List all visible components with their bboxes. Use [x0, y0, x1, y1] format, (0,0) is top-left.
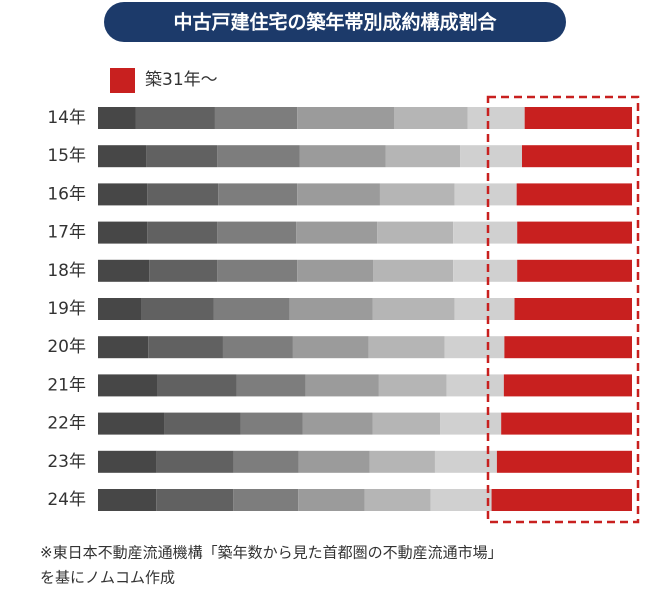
bar-segment — [222, 336, 293, 359]
y-tick-label: 17年 — [47, 223, 86, 243]
bar-segment — [297, 107, 395, 129]
y-tick-label: 21年 — [47, 375, 86, 395]
y-tick-label: 18年 — [47, 261, 86, 281]
bar-segment — [385, 145, 461, 168]
bar-segment — [454, 298, 515, 320]
bar-segment — [467, 107, 525, 129]
source-note: を基にノムコム作成 — [40, 569, 175, 587]
bar-segment — [496, 450, 632, 473]
bar-segment — [233, 450, 299, 473]
bar-segment — [298, 450, 370, 473]
bar-segment — [299, 145, 386, 168]
bar-segment — [156, 450, 234, 473]
bar-segment — [372, 412, 441, 435]
bar-segment — [453, 259, 518, 282]
bar-segment — [292, 336, 369, 359]
bar-segment — [217, 145, 300, 168]
bar-segment — [164, 412, 241, 435]
bar-segment — [440, 412, 502, 435]
bar-segment — [379, 183, 455, 206]
bar-segment — [214, 107, 298, 129]
bar-segment — [98, 107, 136, 129]
bar-segment — [297, 183, 380, 206]
bar-segment — [217, 221, 297, 244]
bar-segment — [394, 107, 468, 129]
bar-segment — [98, 374, 158, 397]
bar-segment — [98, 412, 165, 435]
bar-segment — [454, 183, 517, 206]
bar-segment — [444, 336, 505, 359]
y-tick-label: 19年 — [47, 299, 86, 319]
legend-swatch — [110, 68, 135, 93]
bar-segment — [521, 145, 632, 168]
bar-segment — [430, 489, 492, 511]
y-tick-label: 16年 — [47, 184, 86, 204]
bar-segment — [98, 221, 148, 244]
bar-segment — [377, 221, 454, 244]
bar-segment — [98, 145, 147, 168]
bar-segment — [517, 221, 632, 244]
bar-segment — [302, 412, 373, 435]
bar-segment — [156, 489, 234, 511]
bar-segment — [147, 183, 219, 206]
bar-segment — [368, 336, 445, 359]
bar-segment — [364, 489, 431, 511]
bar-segment — [453, 221, 518, 244]
bar-segment — [236, 374, 306, 397]
bar-segment — [378, 374, 447, 397]
bar-segment — [296, 221, 378, 244]
y-tick-label: 20年 — [47, 337, 86, 357]
bar-segment — [98, 450, 157, 473]
chart-title: 中古戸建住宅の築年帯別成約構成割合 — [173, 11, 497, 34]
bar-segment — [148, 336, 223, 359]
bar-segment — [434, 450, 497, 473]
bar-segment — [98, 259, 150, 282]
bar-segment — [149, 259, 218, 282]
bar-segment — [501, 412, 632, 435]
bar-segment — [98, 183, 148, 206]
bar-segment — [516, 183, 632, 206]
bar-segment — [98, 298, 142, 320]
bar-segment — [218, 183, 298, 206]
bar-segment — [369, 450, 435, 473]
y-tick-label: 24年 — [47, 490, 86, 510]
bar-segment — [373, 259, 454, 282]
bar-segment — [98, 489, 157, 511]
y-tick-label: 15年 — [47, 146, 86, 166]
bar-segment — [504, 336, 632, 359]
bar-segment — [305, 374, 379, 397]
bar-segment — [157, 374, 237, 397]
bar-segment — [491, 489, 632, 511]
bar-segment — [503, 374, 632, 397]
bar-segment — [372, 298, 455, 320]
y-tick-label: 23年 — [47, 452, 86, 472]
source-note: ※東日本不動産流通機構「築年数から見た首都圏の不動産流通市場」 — [40, 544, 503, 562]
bar-segment — [240, 412, 303, 435]
y-tick-label: 14年 — [47, 108, 86, 128]
highlight-box — [486, 95, 640, 524]
bar-segment — [98, 336, 149, 359]
bar-segment — [298, 489, 365, 511]
bar-segment — [213, 298, 290, 320]
bar-segment — [297, 259, 374, 282]
plot — [98, 107, 632, 511]
title-pill — [104, 2, 566, 42]
bar-segment — [135, 107, 215, 129]
bar-segment — [141, 298, 214, 320]
bar-segment — [146, 145, 218, 168]
y-tick-label: 22年 — [47, 414, 86, 434]
bar-segment — [460, 145, 522, 168]
bar-segment — [524, 107, 632, 129]
legend-label: 築31年～ — [145, 70, 218, 90]
bar-segment — [517, 259, 632, 282]
bar-segment — [233, 489, 299, 511]
bar-segment — [217, 259, 298, 282]
bar-segment — [147, 221, 218, 244]
bar-segment — [289, 298, 373, 320]
bar-segment — [514, 298, 632, 320]
bar-segment — [446, 374, 504, 397]
